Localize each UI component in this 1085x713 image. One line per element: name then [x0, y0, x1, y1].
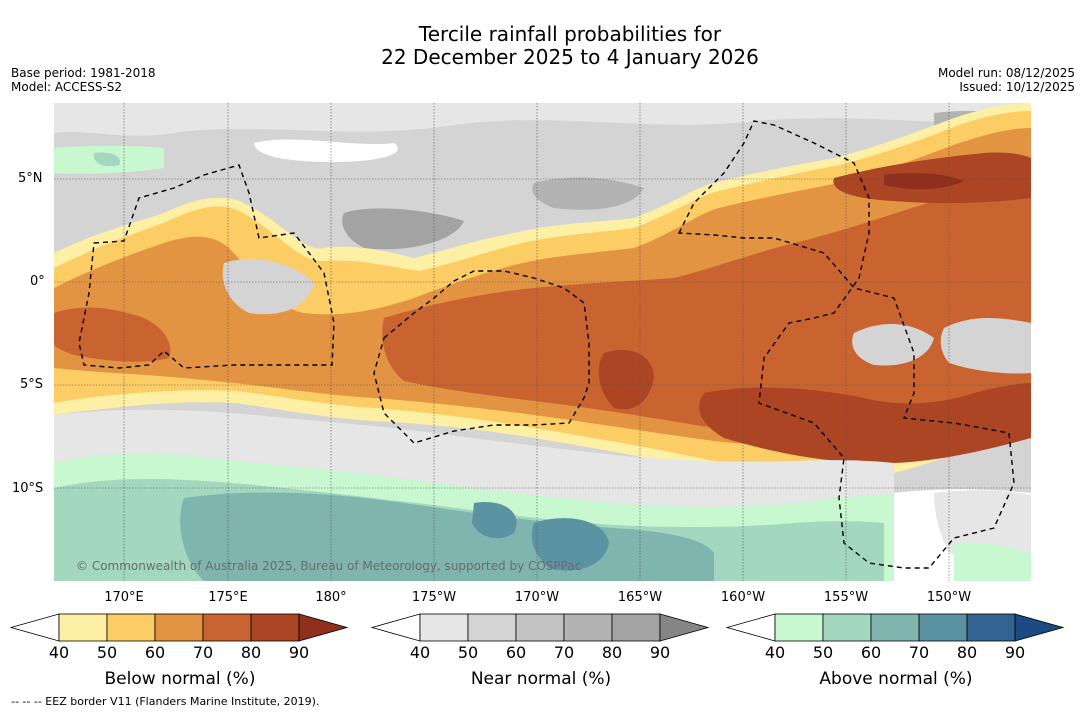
colorbar-above-normal-tick-label: 90	[1005, 643, 1025, 662]
model-text: Model: ACCESS-S2	[11, 80, 123, 94]
colorbar-above-normal-tick-label: 50	[813, 643, 833, 662]
colorbar-above-normal: 40 50 60 70 80 90	[725, 613, 1065, 662]
below-normal-max-core	[884, 173, 964, 190]
near-normal-east-patch	[940, 318, 1031, 374]
base-period-text: Base period: 1981-2018	[11, 66, 156, 80]
colorbar-above-normal-tick-label: 70	[909, 643, 929, 662]
colorbar-near-normal-high-extension	[659, 613, 710, 642]
near-normal-dark-patch	[342, 208, 464, 250]
copyright-text: © Commonwealth of Australia 2025, Bureau…	[76, 559, 582, 573]
lon-label-170w: 170°W	[514, 590, 560, 605]
colorbar-near-normal-tick-label: 90	[650, 643, 670, 662]
lon-label-165w: 165°W	[617, 590, 663, 605]
lon-label-160w: 160°W	[720, 590, 766, 605]
colorbar-near-normal-tick-label: 60	[506, 643, 526, 662]
colorbar-near-normal-segment	[563, 613, 613, 642]
issued-text: Issued: 10/12/2025	[959, 80, 1075, 94]
lon-label-155w: 155°W	[823, 590, 869, 605]
colorbar-label-above-normal: Above normal (%)	[819, 669, 973, 689]
eez-borders	[78, 120, 1015, 569]
colorbar-below-normal-tick-label: 80	[241, 643, 261, 662]
colorbar-below-normal-high-extension	[298, 613, 349, 642]
colorbar-above-normal-segment	[966, 613, 1016, 642]
colorbar-above-normal-tick-label: 40	[765, 643, 785, 662]
colorbar-near-normal-tick-label: 40	[410, 643, 430, 662]
below-normal-80-central	[382, 171, 1031, 433]
lon-label-150w: 150°W	[926, 590, 972, 605]
lon-label-180: 180°	[315, 590, 347, 605]
colorbar-near-normal-segment	[419, 613, 469, 642]
colorbar-above-normal-low-extension	[725, 613, 776, 642]
colorbar-below-normal-tick-label: 70	[193, 643, 213, 662]
colorbar-above-normal-high-extension	[1014, 613, 1065, 642]
colorbar-below-normal-segment	[58, 613, 108, 642]
lon-label-175w: 175°W	[411, 590, 457, 605]
colorbar-below-normal-segment	[154, 613, 204, 642]
colorbar-near-normal-segment	[467, 613, 517, 642]
near-normal-south-band	[54, 409, 894, 507]
model-run-text: Model run: 08/12/2025	[937, 66, 1075, 80]
colorbar-below-normal-low-extension	[9, 613, 60, 642]
near-normal-west-patch	[222, 259, 314, 315]
below-normal-90-south	[699, 383, 1031, 464]
rainfall-probability-map	[54, 103, 1031, 581]
colorbar-below-normal: 40 50 60 70 80 90	[9, 613, 349, 662]
graticule	[54, 103, 1031, 581]
lat-label-10s: 10°S	[12, 481, 44, 496]
lat-label-5s: 5°S	[20, 377, 44, 392]
colorbar-label-below-normal: Below normal (%)	[104, 669, 256, 689]
colorbar-below-normal-tick-label: 90	[289, 643, 309, 662]
colorbars: 40 50 60 70 80 90 40 50 60 70 80 90 40 50 60 70 80 90	[9, 613, 1065, 662]
normal-patch-north	[254, 139, 398, 163]
near-normal-north-light	[54, 103, 1031, 136]
colorbar-above-normal-segment	[870, 613, 920, 642]
colorbar-below-normal-segment	[202, 613, 252, 642]
eez-border-legend: -- -- -- EEZ border V11 (Flanders Marine…	[11, 695, 320, 708]
colorbar-above-normal-tick-label: 80	[957, 643, 977, 662]
above-normal-80-patch-1	[472, 502, 517, 539]
lat-label-5n: 5°N	[18, 171, 43, 186]
colorbar-near-normal-tick-label: 80	[602, 643, 622, 662]
above-normal-se-patch	[954, 542, 1031, 581]
lon-label-170e: 170°E	[104, 590, 144, 605]
colorbar-near-normal-low-extension	[370, 613, 421, 642]
colorbar-near-normal: 40 50 60 70 80 90	[370, 613, 710, 662]
colorbar-above-normal-tick-label: 60	[861, 643, 881, 662]
colorbar-below-normal-tick-label: 40	[49, 643, 69, 662]
map-canvas	[54, 103, 1031, 581]
near-normal-mid-patch	[532, 177, 644, 210]
colorbar-above-normal-segment	[918, 613, 968, 642]
colorbar-above-normal-segment	[774, 613, 824, 642]
colorbar-below-normal-tick-label: 60	[145, 643, 165, 662]
lon-label-175e: 175°E	[208, 590, 248, 605]
chart-title-line-2: 22 December 2025 to 4 January 2026	[381, 45, 759, 69]
colorbar-below-normal-segment	[250, 613, 300, 642]
colorbar-near-normal-tick-label: 70	[554, 643, 574, 662]
lat-label-0: 0°	[30, 274, 45, 289]
colorbar-above-normal-segment	[822, 613, 872, 642]
above-normal-80-patch-2	[531, 518, 609, 571]
colorbar-label-near-normal: Near normal (%)	[470, 669, 612, 689]
near-normal-se-patch	[852, 323, 934, 366]
colorbar-below-normal-segment	[106, 613, 156, 642]
colorbar-below-normal-tick-label: 50	[97, 643, 117, 662]
above-normal-nw-core	[93, 152, 120, 167]
colorbar-near-normal-tick-label: 50	[458, 643, 478, 662]
colorbar-near-normal-segment	[611, 613, 661, 642]
colorbar-near-normal-segment	[515, 613, 565, 642]
chart-title-line-1: Tercile rainfall probabilities for	[418, 22, 722, 46]
